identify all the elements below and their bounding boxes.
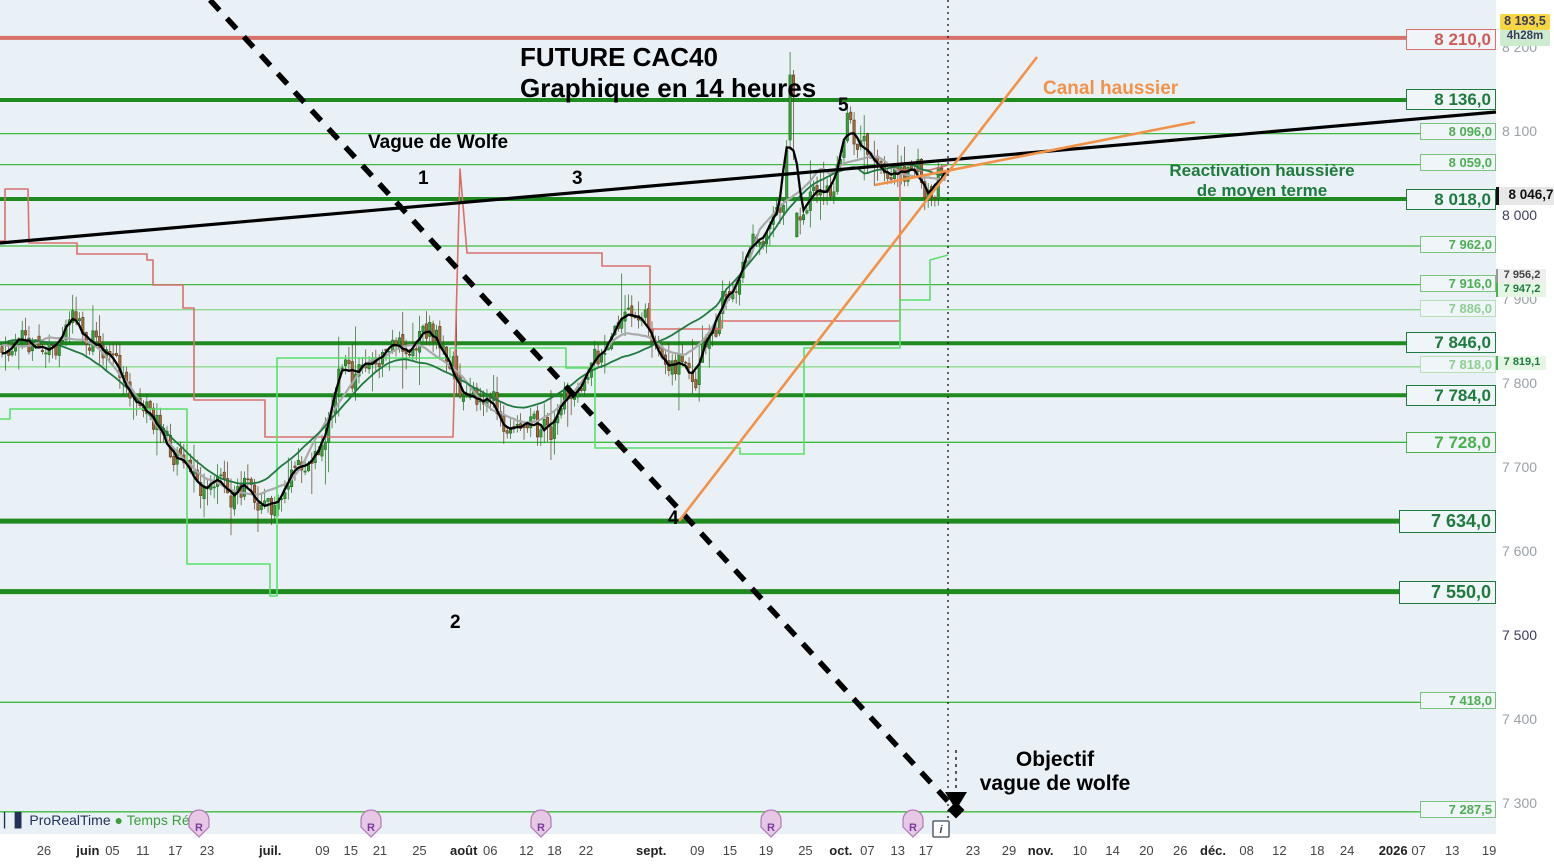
svg-text:R: R [195, 822, 203, 834]
svg-text:R: R [537, 822, 545, 834]
svg-text:R: R [909, 822, 917, 834]
svg-text:R: R [367, 822, 375, 834]
svg-text:R: R [767, 822, 775, 834]
